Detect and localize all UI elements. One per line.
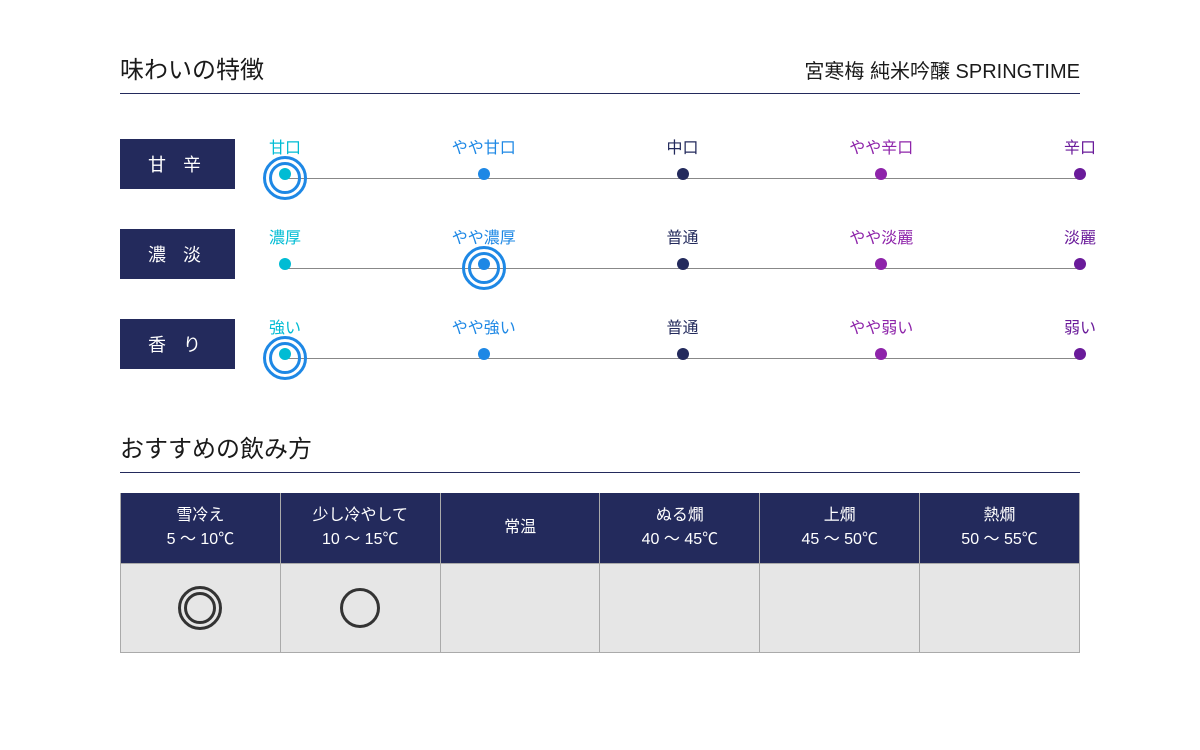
scale-point: 辛口 (1030, 134, 1130, 176)
point-label: 強い (235, 314, 335, 338)
point-dot (478, 168, 490, 180)
point-label: やや辛口 (831, 134, 931, 158)
product-name: 宮寒梅 純米吟醸 SPRINGTIME (804, 55, 1080, 84)
point-dot (279, 258, 291, 270)
drink-header-name: 少し冷やして (312, 504, 408, 528)
scale: 甘口やや甘口中口やや辛口辛口 (285, 134, 1080, 194)
row-label: 濃 淡 (120, 229, 235, 279)
drink-column: 常温 (441, 493, 601, 653)
drink-header: 上燗45 ～ 50℃ (760, 493, 919, 563)
taste-row: 香 り強いやや強い普通やや弱い弱い (120, 299, 1080, 389)
row-label: 甘 辛 (120, 139, 235, 189)
scale-point: やや弱い (831, 314, 931, 356)
drink-cell (760, 563, 919, 653)
drink-header: 少し冷やして10 ～ 15℃ (281, 493, 440, 563)
drink-header-name: 常温 (504, 516, 536, 540)
point-label: やや濃厚 (434, 224, 534, 248)
drink-header: 熱燗50 ～ 55℃ (920, 493, 1079, 563)
taste-row: 濃 淡濃厚やや濃厚普通やや淡麗淡麗 (120, 209, 1080, 299)
selected-ring-icon (263, 156, 307, 200)
point-label: 普通 (633, 224, 733, 248)
scale-point: 普通 (633, 314, 733, 356)
drink-column: 少し冷やして10 ～ 15℃ (281, 493, 441, 653)
scale-point: 弱い (1030, 314, 1130, 356)
drink-cell (441, 563, 600, 653)
point-label: 普通 (633, 314, 733, 338)
taste-row: 甘 辛甘口やや甘口中口やや辛口辛口 (120, 119, 1080, 209)
drink-header-range: 5 ～ 10℃ (167, 528, 235, 552)
scale-point: 淡麗 (1030, 224, 1130, 266)
drink-column: 上燗45 ～ 50℃ (760, 493, 920, 653)
drink-header-name: 雪冷え (176, 504, 224, 528)
point-dot (677, 258, 689, 270)
point-dot (677, 168, 689, 180)
point-dot (875, 258, 887, 270)
best-mark-icon (178, 586, 222, 630)
point-label: 弱い (1030, 314, 1130, 338)
scale-point: やや甘口 (434, 134, 534, 176)
taste-header: 味わいの特徴 宮寒梅 純米吟醸 SPRINGTIME (120, 50, 1080, 94)
point-label: やや弱い (831, 314, 931, 338)
point-label: やや甘口 (434, 134, 534, 158)
point-dot (1074, 258, 1086, 270)
scale-point: やや辛口 (831, 134, 931, 176)
scale-point: 普通 (633, 224, 733, 266)
drink-subtitle: おすすめの飲み方 (120, 429, 1080, 473)
good-mark-icon (340, 588, 380, 628)
scale-point: 濃厚 (235, 224, 335, 266)
point-label: 淡麗 (1030, 224, 1130, 248)
drink-header-range: 10 ～ 15℃ (322, 528, 399, 552)
drink-cell (600, 563, 759, 653)
point-dot (1074, 168, 1086, 180)
point-dot (875, 168, 887, 180)
scale-point: 甘口 (235, 134, 335, 176)
point-dot (478, 348, 490, 360)
point-dot (677, 348, 689, 360)
point-label: 甘口 (235, 134, 335, 158)
drink-header-name: 上燗 (824, 504, 856, 528)
point-label: 濃厚 (235, 224, 335, 248)
drink-header-range: 50 ～ 55℃ (961, 528, 1038, 552)
point-label: やや強い (434, 314, 534, 338)
scale-point: やや淡麗 (831, 224, 931, 266)
drink-column: 熱燗50 ～ 55℃ (920, 493, 1080, 653)
row-label: 香 り (120, 319, 235, 369)
drink-column: ぬる燗40 ～ 45℃ (600, 493, 760, 653)
point-label: やや淡麗 (831, 224, 931, 248)
scale-point: やや濃厚 (434, 224, 534, 266)
scale: 濃厚やや濃厚普通やや淡麗淡麗 (285, 224, 1080, 284)
drink-cell (920, 563, 1079, 653)
drink-header-name: 熱燗 (984, 504, 1016, 528)
drink-header-range: 45 ～ 50℃ (801, 528, 878, 552)
drink-header-name: ぬる燗 (656, 504, 704, 528)
point-label: 中口 (633, 134, 733, 158)
drink-cell (121, 563, 280, 653)
scale-point: 中口 (633, 134, 733, 176)
section-title: 味わいの特徴 (120, 50, 264, 85)
drink-header: 常温 (441, 493, 600, 563)
point-dot (1074, 348, 1086, 360)
selected-ring-icon (263, 336, 307, 380)
selected-ring-icon (462, 246, 506, 290)
taste-rows: 甘 辛甘口やや甘口中口やや辛口辛口濃 淡濃厚やや濃厚普通やや淡麗淡麗香 り強いや… (120, 119, 1080, 389)
drink-header: 雪冷え5 ～ 10℃ (121, 493, 280, 563)
scale-point: やや強い (434, 314, 534, 356)
point-label: 辛口 (1030, 134, 1130, 158)
drink-column: 雪冷え5 ～ 10℃ (121, 493, 281, 653)
drink-header-range: 40 ～ 45℃ (642, 528, 719, 552)
point-dot (875, 348, 887, 360)
drink-table: 雪冷え5 ～ 10℃少し冷やして10 ～ 15℃常温ぬる燗40 ～ 45℃上燗4… (120, 493, 1080, 653)
drink-header: ぬる燗40 ～ 45℃ (600, 493, 759, 563)
scale-point: 強い (235, 314, 335, 356)
drink-cell (281, 563, 440, 653)
scale: 強いやや強い普通やや弱い弱い (285, 314, 1080, 374)
